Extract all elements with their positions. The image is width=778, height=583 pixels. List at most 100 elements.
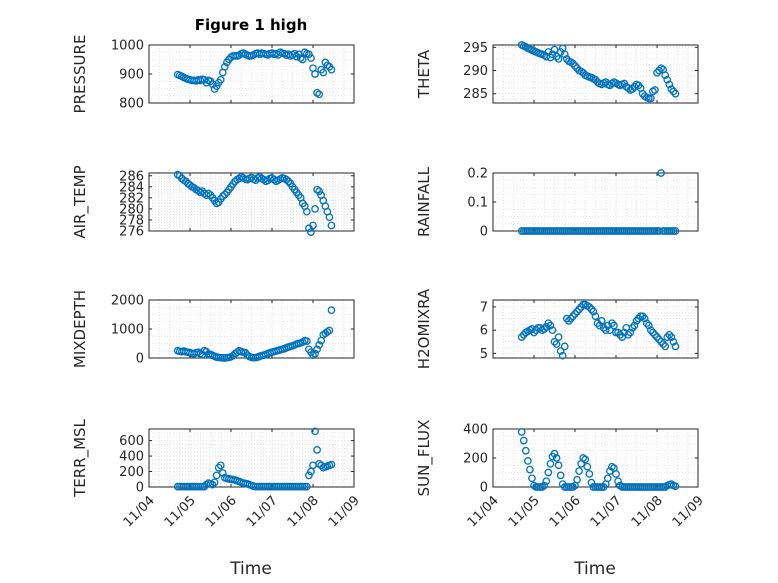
data-point	[298, 338, 307, 346]
y-tick-label: 0.1	[467, 196, 488, 211]
y-tick-label: 276	[119, 225, 144, 240]
data-point	[597, 317, 606, 325]
y-tick-label: 7	[480, 300, 488, 315]
data-point	[216, 75, 225, 84]
subplot-mixdepth: 0 1000 2000 MIXDEPTH	[71, 290, 355, 368]
data-point	[554, 55, 563, 63]
data-point	[669, 337, 678, 346]
data-point	[327, 306, 336, 314]
y-axis-label: MIXDEPTH	[71, 290, 89, 368]
data-point	[552, 340, 561, 348]
data-point	[313, 185, 321, 194]
plot-area	[149, 429, 354, 487]
data-point	[554, 461, 563, 470]
data-point	[544, 319, 553, 328]
data-point	[323, 328, 332, 336]
data-point	[282, 175, 291, 184]
data-point	[556, 48, 565, 56]
subplot-rainfall: 0 0.1 0.2 RAINFALL	[415, 166, 699, 240]
data-point	[302, 207, 311, 216]
data-point	[544, 468, 553, 477]
data-point	[661, 342, 670, 351]
data-point	[669, 87, 678, 96]
data-points	[517, 300, 680, 360]
data-point	[311, 70, 319, 78]
data-point	[657, 337, 665, 346]
y-tick-label: 6	[480, 324, 488, 339]
data-point	[569, 483, 577, 491]
plot-area	[493, 45, 698, 103]
data-point	[667, 480, 676, 488]
data-point	[523, 457, 532, 465]
data-point	[659, 340, 668, 348]
data-point	[311, 427, 319, 436]
data-point	[307, 54, 315, 62]
data-points	[173, 427, 336, 491]
data-point	[667, 333, 676, 341]
data-point	[302, 482, 311, 491]
y-tick-label: 200	[119, 465, 144, 480]
data-point	[315, 90, 323, 99]
data-point	[556, 471, 565, 480]
data-point	[292, 52, 301, 61]
data-point	[558, 351, 567, 360]
data-point	[603, 474, 612, 483]
y-tick-label: 286	[119, 169, 144, 184]
data-point	[626, 328, 635, 337]
data-point	[585, 470, 594, 478]
data-point	[548, 50, 557, 59]
data-point	[644, 321, 653, 330]
axes-frame	[492, 299, 699, 359]
x-tick-label: 11/07	[588, 493, 625, 530]
data-point	[628, 85, 637, 93]
data-point	[655, 66, 663, 75]
data-point	[300, 48, 309, 57]
data-point	[560, 342, 569, 351]
data-point	[548, 326, 557, 335]
data-point	[608, 319, 616, 328]
data-point	[519, 436, 528, 445]
data-point	[632, 317, 641, 325]
y-tick-label: 200	[463, 452, 488, 467]
data-point	[218, 469, 227, 477]
y-axis-label: RAINFALL	[415, 166, 433, 237]
figure-title: Figure 1 high	[195, 16, 308, 34]
data-point	[661, 71, 670, 80]
data-point	[546, 321, 555, 330]
data-point	[526, 465, 534, 474]
data-point	[665, 330, 674, 339]
data-point	[302, 337, 311, 346]
data-point	[614, 477, 622, 486]
y-tick-label: 278	[119, 213, 144, 228]
data-point	[571, 62, 579, 70]
data-point	[564, 317, 573, 325]
y-tick-label: 0	[480, 225, 488, 240]
data-point	[538, 483, 547, 491]
data-point	[315, 459, 323, 468]
data-points	[173, 170, 336, 236]
data-point	[552, 454, 561, 462]
data-point	[307, 228, 315, 236]
data-point	[579, 454, 588, 462]
data-point	[194, 186, 203, 195]
x-axis-label-left: Time	[229, 559, 272, 579]
x-tick-label: 11/04	[121, 493, 158, 530]
data-point	[595, 321, 604, 330]
y-tick-label: 1000	[111, 39, 144, 54]
data-point	[221, 62, 229, 71]
y-tick-label: 1000	[111, 323, 144, 338]
data-point	[530, 328, 538, 337]
subplot-theta: 285 290 295 THETA	[415, 41, 699, 104]
data-points	[517, 41, 680, 103]
x-tick-label: 11/08	[629, 493, 666, 530]
data-point	[610, 321, 618, 330]
y-tick-label: 0	[136, 352, 144, 367]
data-point	[298, 55, 307, 64]
data-point	[573, 475, 581, 484]
y-tick-label: 0	[136, 481, 144, 496]
data-point	[663, 333, 672, 341]
y-tick-label: 282	[119, 191, 144, 206]
y-axis-label: TERR_MSL	[71, 418, 90, 497]
